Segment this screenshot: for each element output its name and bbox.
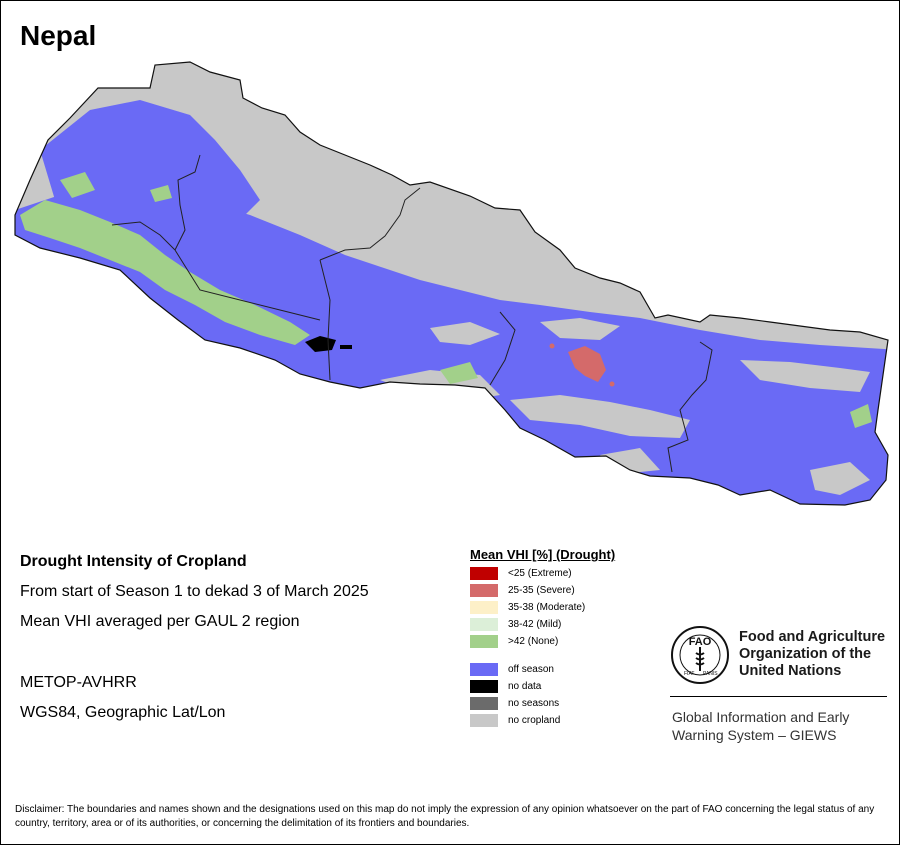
legend-swatch [470, 584, 498, 597]
legend-label: no data [508, 681, 542, 692]
legend-item-off-season: off season [470, 663, 554, 676]
vhi-none-patch-3 [850, 404, 872, 428]
legend-swatch [470, 663, 498, 676]
fao-logo-ring-left: FIAT [684, 671, 694, 677]
legend-item-mild: 38-42 (Mild) [470, 618, 561, 631]
legend-swatch [470, 680, 498, 693]
logo-divider [670, 696, 887, 697]
legend-item-no-data: no data [470, 680, 541, 693]
legend-label: off season [508, 664, 554, 675]
legend-title: Mean VHI [%] (Drought) [470, 547, 616, 562]
no-cropland-gap-5 [430, 322, 500, 345]
nepal-map [14, 61, 889, 506]
legend-item-extreme: <25 (Extreme) [470, 567, 572, 580]
legend-swatch [470, 618, 498, 631]
legend-label: 35-38 (Moderate) [508, 602, 586, 613]
legend-label: >42 (None) [508, 636, 559, 647]
giews-line-1: Global Information and Early [672, 709, 850, 725]
info-heading: Drought Intensity of Cropland [20, 553, 247, 570]
legend-item-none: >42 (None) [470, 635, 558, 648]
fao-organization-name: Food and Agriculture Organization of the… [739, 629, 885, 680]
fao-name-line-1: Food and Agriculture [739, 629, 886, 645]
legend-label: <25 (Extreme) [508, 568, 572, 579]
legend-item-no-cropland: no cropland [470, 714, 560, 727]
legend-swatch [470, 714, 498, 727]
fao-logo-icon: FAO FIAT PANIS [671, 626, 729, 684]
no-cropland-gap-2 [510, 395, 690, 438]
vhi-severe-dot-2 [609, 381, 615, 387]
no-cropland-gap-7 [810, 462, 870, 495]
info-period: From start of Season 1 to dekad 3 of Mar… [20, 583, 369, 600]
fao-logo-text: FAO [689, 636, 712, 648]
legend-item-severe: 25-35 (Severe) [470, 584, 575, 597]
legend-swatch [470, 601, 498, 614]
map-title: Nepal [20, 20, 97, 51]
legend-label: no seasons [508, 698, 560, 709]
vhi-none-area [20, 200, 310, 345]
legend-swatch [470, 635, 498, 648]
legend-item-moderate: 35-38 (Moderate) [470, 601, 585, 614]
legend-swatch [470, 697, 498, 710]
no-cropland-gap-3 [740, 360, 870, 392]
fao-name-line-3: United Nations [739, 663, 842, 679]
vhi-severe-area [568, 346, 606, 382]
vhi-none-patch-2 [440, 362, 478, 384]
legend-label: no cropland [508, 715, 561, 726]
legend-swatch [470, 567, 498, 580]
admin-boundaries [111, 154, 713, 473]
fao-name-line-2: Organization of the [739, 646, 872, 662]
info-projection: WGS84, Geographic Lat/Lon [20, 704, 226, 721]
giews-line-2: Warning System – GIEWS [672, 727, 837, 743]
vhi-severe-dot-1 [549, 343, 555, 349]
giews-label: Global Information and Early Warning Sys… [672, 708, 849, 744]
info-sensor: METOP-AVHRR [20, 674, 137, 691]
legend-item-no-seasons: no seasons [470, 697, 559, 710]
disclaimer: Disclaimer: The boundaries and names sho… [15, 804, 875, 829]
no-data-patch [340, 345, 352, 349]
no-cropland-gap-4 [540, 318, 620, 340]
vhi-none-patch-1 [60, 172, 95, 198]
legend-label: 38-42 (Mild) [508, 619, 562, 630]
vhi-none-patch-4 [150, 185, 172, 202]
off-season-west-hills [40, 100, 260, 215]
fao-logo-ring-right: PANIS [703, 671, 718, 677]
info-method: Mean VHI averaged per GAUL 2 region [20, 613, 300, 630]
legend-label: 25-35 (Severe) [508, 585, 575, 596]
